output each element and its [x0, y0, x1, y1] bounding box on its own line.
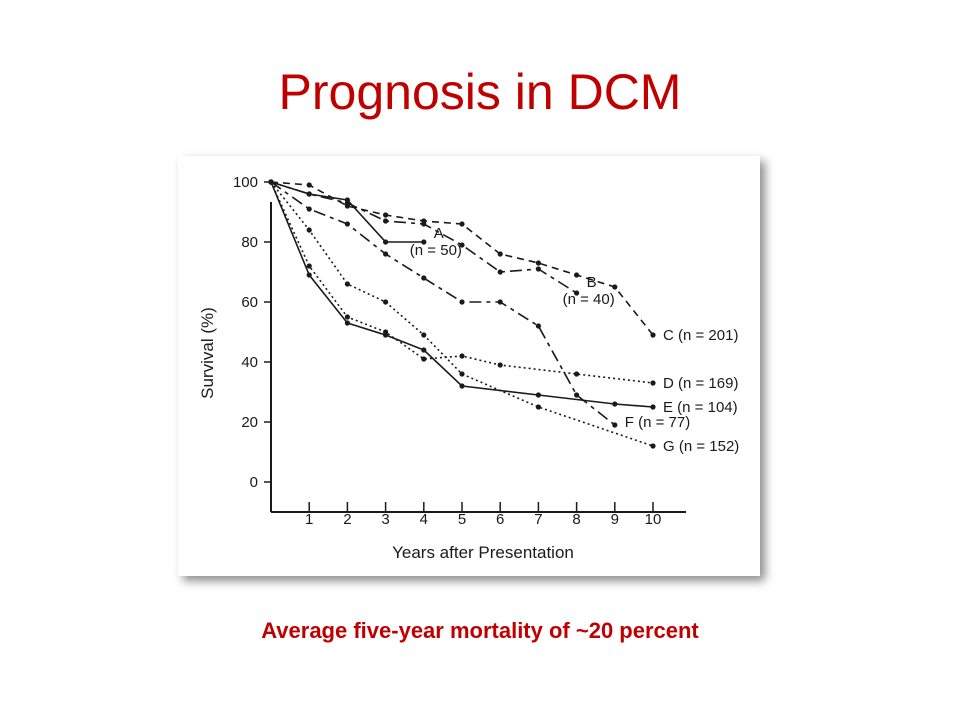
series-c-point: [650, 332, 656, 338]
series-e-point: [459, 383, 465, 389]
series-b-point: [383, 218, 389, 224]
series-a-label: A: [434, 225, 444, 242]
series-b-label: B: [587, 274, 597, 291]
x-tick-label: 5: [458, 511, 466, 528]
series-f-point: [344, 221, 350, 227]
y-tick-label: 40: [241, 354, 258, 371]
x-tick-label: 3: [381, 511, 389, 528]
x-tick-label: 7: [534, 511, 542, 528]
series-g-point: [383, 299, 389, 305]
x-tick-label: 2: [343, 511, 351, 528]
y-tick-label: 100: [233, 174, 258, 191]
x-axis-label: Years after Presentation: [392, 543, 574, 562]
series-g-point: [459, 371, 465, 377]
series-c-point: [306, 182, 312, 188]
series-f-point: [421, 275, 427, 281]
series-c-point: [612, 284, 618, 290]
series-c-point: [497, 251, 503, 257]
series-c-label: C (n = 201): [663, 327, 738, 344]
series-f-point: [306, 206, 312, 212]
slide-caption: Average five-year mortality of ~20 perce…: [261, 618, 699, 643]
series-f-point: [574, 392, 580, 398]
series-b-label: (n = 40): [563, 291, 615, 308]
y-tick-label: 60: [241, 294, 258, 311]
series-d-point: [306, 263, 312, 269]
series-a-point: [421, 239, 427, 245]
series-f-point: [459, 299, 465, 305]
series-g-point: [421, 332, 427, 338]
series-f-point: [535, 323, 541, 329]
x-tick-label: 8: [572, 511, 580, 528]
series-e-label: E (n = 104): [663, 399, 738, 416]
series-f-point: [612, 422, 618, 428]
series-lines: [268, 179, 656, 449]
series-d-point: [650, 380, 656, 386]
series-d-point: [421, 356, 427, 362]
series-d-point: [497, 362, 503, 368]
x-tick-label: 9: [611, 511, 619, 528]
series-c-point: [535, 260, 541, 266]
series-labels: A(n = 50) B(n = 40) C (n = 201) D (n = 169)…: [410, 225, 739, 455]
series-c-point: [459, 221, 465, 227]
series-e-point: [535, 392, 541, 398]
series-b-point: [459, 242, 465, 248]
series-c-point: [574, 272, 580, 278]
series-b-point: [574, 290, 580, 296]
series-g-point: [535, 404, 541, 410]
series-d-label: D (n = 169): [663, 375, 738, 392]
series-b-point: [306, 191, 312, 197]
series-a-label: (n = 50): [410, 242, 462, 259]
series-g-label: G (n = 152): [663, 438, 739, 455]
series-g-point: [650, 443, 656, 449]
series-c-line: [270, 181, 654, 336]
slide-title: Prognosis in DCM: [278, 64, 682, 120]
y-tick-label: 0: [250, 474, 258, 491]
x-tick-label: 6: [496, 511, 504, 528]
series-g-point: [268, 179, 274, 185]
series-c-point: [421, 218, 427, 224]
series-d-point: [459, 353, 465, 359]
x-tick-label: 4: [420, 511, 428, 528]
series-f-point: [497, 299, 503, 305]
series-a-point: [383, 239, 389, 245]
series-b-point: [535, 266, 541, 272]
series-e-point: [344, 320, 350, 326]
series-d-point: [344, 314, 350, 320]
series-f-line: [270, 181, 616, 426]
series-c-point: [383, 212, 389, 218]
series-g-point: [306, 227, 312, 233]
x-tick-label: 1: [305, 511, 313, 528]
x-tick-label: 10: [645, 511, 662, 528]
series-c-point: [344, 203, 350, 209]
series-d-point: [574, 371, 580, 377]
series-e-point: [421, 347, 427, 353]
y-tick-label: 20: [241, 414, 258, 431]
series-f-point: [383, 251, 389, 257]
series-e-point: [612, 401, 618, 407]
series-g-point: [344, 281, 350, 287]
y-tick-label: 80: [241, 234, 258, 251]
survival-chart: 1 2 3 4 5 6 7 8 9 10 0 20 40 60 80 100 A (n = 50) B (n = 4…: [178, 156, 760, 576]
series-f-label: F (n = 77): [625, 414, 690, 431]
series-e-point: [650, 404, 656, 410]
y-axis-label: Survival (%): [198, 307, 217, 399]
series-b-point: [497, 269, 503, 275]
series-e-point: [383, 332, 389, 338]
axes: [270, 202, 686, 513]
series-e-point: [306, 272, 312, 278]
